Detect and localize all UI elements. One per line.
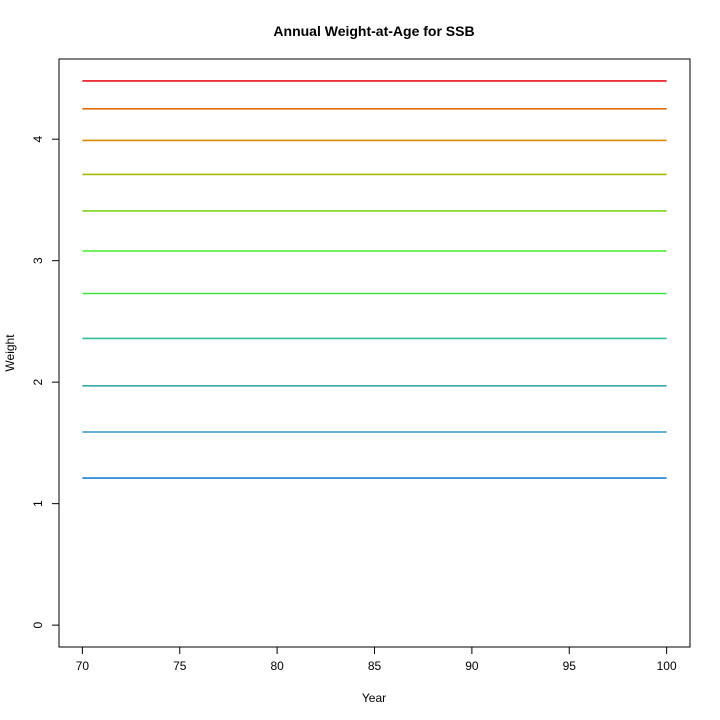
x-tick-label: 80 xyxy=(270,659,284,673)
y-axis-label: Weight xyxy=(3,334,17,372)
y-tick-label: 3 xyxy=(31,257,45,264)
x-axis-label: Year xyxy=(362,691,386,705)
x-tick-label: 90 xyxy=(465,659,479,673)
chart-title: Annual Weight-at-Age for SSB xyxy=(273,23,474,39)
x-tick-label: 75 xyxy=(173,659,187,673)
x-tick-label: 100 xyxy=(657,659,677,673)
y-tick-label: 2 xyxy=(31,379,45,386)
series-layer xyxy=(82,80,667,479)
y-tick-label: 0 xyxy=(31,621,45,628)
x-tick-label: 85 xyxy=(368,659,382,673)
y-axis: 0 1 2 3 4 xyxy=(31,136,60,628)
x-tick-label: 95 xyxy=(563,659,577,673)
y-tick-label: 4 xyxy=(31,136,45,143)
x-axis: 70 75 80 85 90 95 100 xyxy=(76,646,677,673)
y-tick-label: 1 xyxy=(31,500,45,507)
x-tick-label: 70 xyxy=(76,659,90,673)
